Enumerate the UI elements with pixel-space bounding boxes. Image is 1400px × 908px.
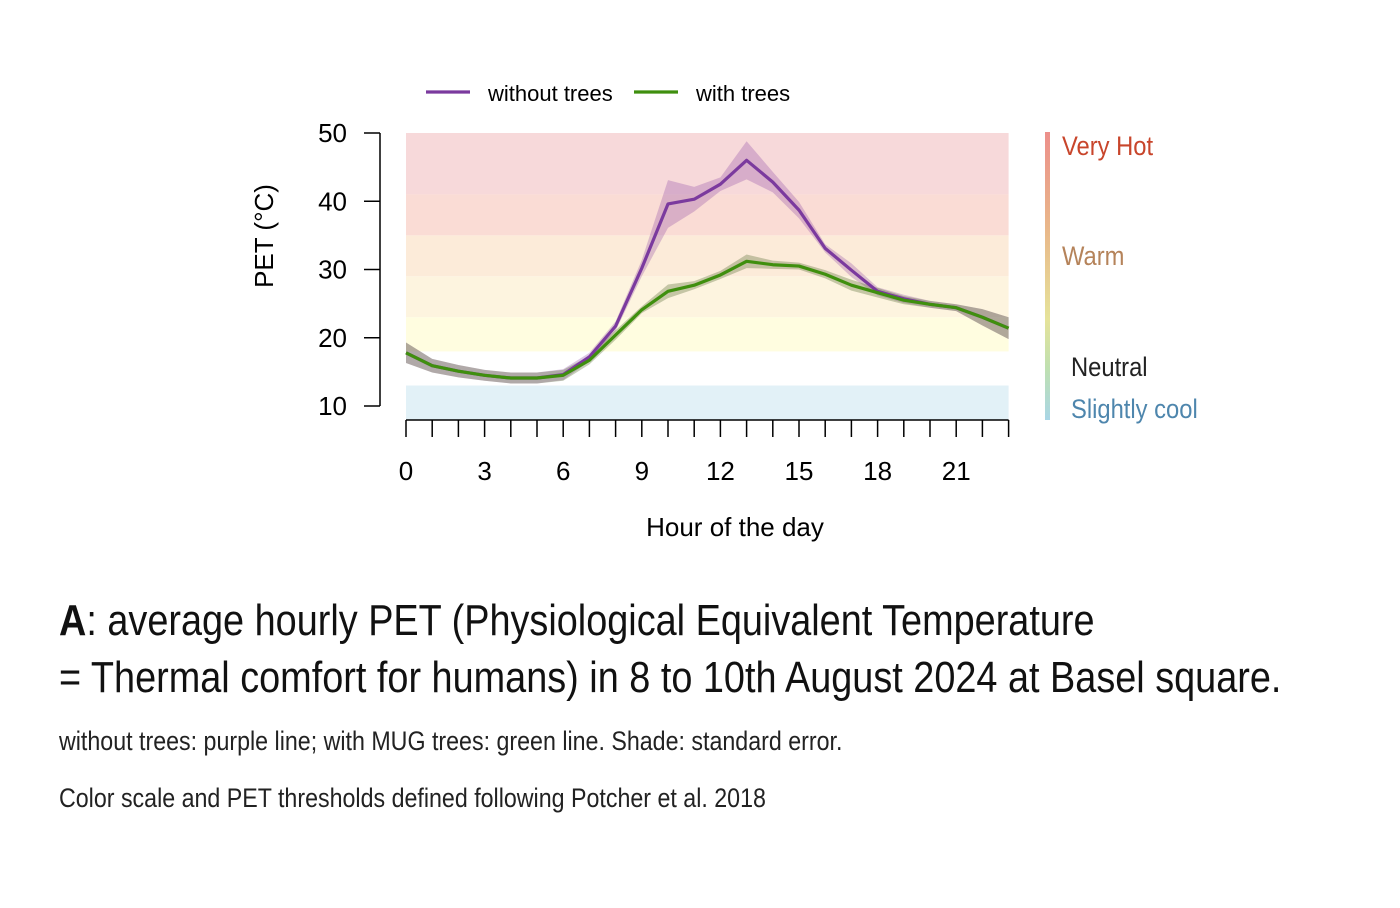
legend-label-0: without trees <box>487 81 613 106</box>
scale-label: Very Hot <box>1062 132 1153 162</box>
x-tick-label: 9 <box>635 456 649 486</box>
comfort-band <box>406 194 1009 236</box>
x-axis-label: Hour of the day <box>646 512 824 542</box>
comfort-band <box>406 133 1009 195</box>
y-tick-label: 50 <box>318 118 347 148</box>
x-tick-label: 12 <box>706 456 735 486</box>
caption-line-3: without trees: purple line; with MUG tre… <box>59 726 843 756</box>
comfort-band <box>406 385 1009 420</box>
x-tick-label: 0 <box>399 456 413 486</box>
caption-line-4: Color scale and PET thresholds defined f… <box>59 783 766 813</box>
series-line-1 <box>405 259 1010 380</box>
scale-label: Warm <box>1062 242 1124 272</box>
caption-line-1: A: average hourly PET (Physiological Equ… <box>59 596 1095 646</box>
x-tick-label: 6 <box>556 456 570 486</box>
caption-text-1: : average hourly PET (Physiological Equi… <box>86 596 1095 645</box>
x-tick-label: 3 <box>477 456 491 486</box>
y-tick-label: 30 <box>318 255 347 285</box>
x-tick-label: 21 <box>942 456 971 486</box>
color-scale-bar <box>1045 132 1050 420</box>
y-tick-label: 10 <box>318 391 347 421</box>
caption-label: A <box>59 596 87 645</box>
scale-label: Neutral <box>1071 353 1148 383</box>
se-ribbon-0 <box>406 141 1009 384</box>
y-axis-label: PET (°C) <box>249 184 279 288</box>
scale-label: Slightly cool <box>1071 395 1198 425</box>
y-tick-label: 40 <box>318 186 347 216</box>
comfort-band <box>406 276 1009 318</box>
comfort-band <box>406 235 1009 277</box>
legend-label-1: with trees <box>695 81 790 106</box>
x-tick-label: 18 <box>863 456 892 486</box>
caption-line-2: = Thermal comfort for humans) in 8 to 10… <box>59 653 1282 702</box>
y-tick-label: 20 <box>318 323 347 353</box>
x-tick-label: 15 <box>785 456 814 486</box>
comfort-band <box>406 317 1009 352</box>
pet-chart: 10 20 30 40 50 0 3 6 9 12 15 18 21 Hour of the day PET… <box>249 81 1198 542</box>
